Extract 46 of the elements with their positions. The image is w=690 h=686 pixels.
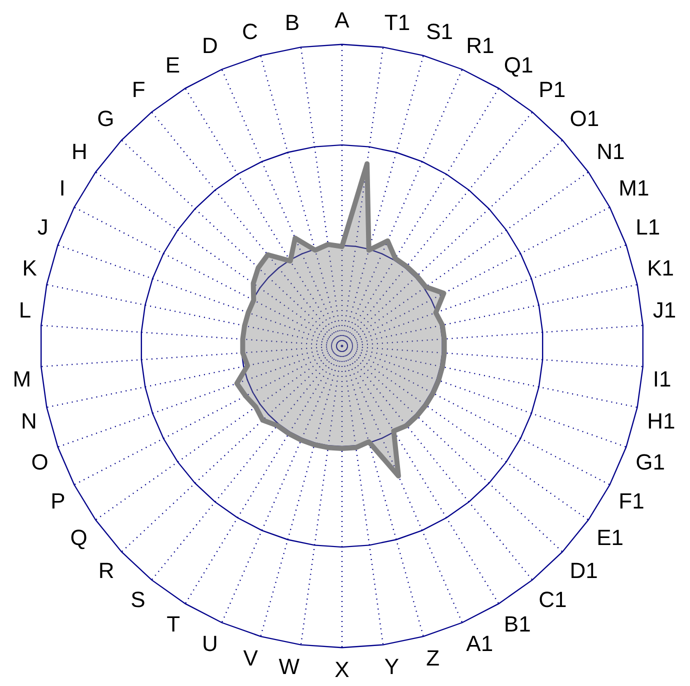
spoke-label: N — [21, 408, 37, 434]
spoke-label: O — [31, 450, 48, 475]
spoke-label: H1 — [647, 408, 676, 434]
spoke-label: R1 — [466, 33, 494, 58]
spoke-label: M1 — [618, 176, 650, 201]
spoke-label: G — [97, 106, 114, 132]
spoke-label: S — [130, 586, 146, 612]
spoke-label: E1 — [596, 524, 624, 550]
spoke-label: U — [202, 631, 218, 656]
spoke-label: E — [165, 52, 180, 78]
spoke-label: Q1 — [504, 52, 534, 78]
spoke-label: P — [50, 488, 66, 514]
spoke-label: Z — [426, 645, 440, 670]
spoke-label: H — [72, 139, 88, 164]
spoke-label: M — [12, 366, 32, 392]
spoke-label: Y — [384, 654, 400, 679]
spoke-label: O1 — [570, 106, 600, 132]
spoke-label: A — [334, 7, 350, 32]
spoke-label: K — [22, 255, 38, 280]
spoke-label: B — [284, 10, 300, 36]
spoke-label: L1 — [636, 214, 660, 240]
spoke-label: S1 — [426, 18, 453, 44]
spoke-label: J — [37, 214, 48, 240]
spoke-label: F — [132, 77, 146, 102]
spoke-label: D — [202, 33, 218, 58]
spoke-label: K1 — [647, 255, 674, 280]
spoke-label: F1 — [618, 488, 644, 514]
spoke-label: W — [278, 654, 300, 679]
spoke-label: C1 — [538, 586, 567, 612]
spoke-label: B1 — [504, 612, 531, 636]
spoke-label: J1 — [652, 298, 676, 323]
spoke-label: Q — [70, 524, 88, 550]
spoke-label: T — [166, 612, 180, 636]
spoke-label: N1 — [596, 139, 625, 164]
spoke-label: G1 — [636, 450, 665, 475]
spoke-label: I — [59, 176, 66, 201]
spoke-label: X — [334, 656, 350, 682]
spoke-label: R — [98, 558, 114, 583]
spoke-label: I1 — [652, 366, 672, 392]
spoke-label: A1 — [466, 631, 494, 656]
spoke-label: L — [18, 298, 32, 323]
spoke-label: V — [243, 645, 258, 670]
spoke-label: P1 — [538, 77, 566, 102]
spoke-label: C — [242, 18, 258, 44]
spoke-label: D1 — [570, 558, 598, 583]
spoke-label: T1 — [384, 10, 410, 36]
